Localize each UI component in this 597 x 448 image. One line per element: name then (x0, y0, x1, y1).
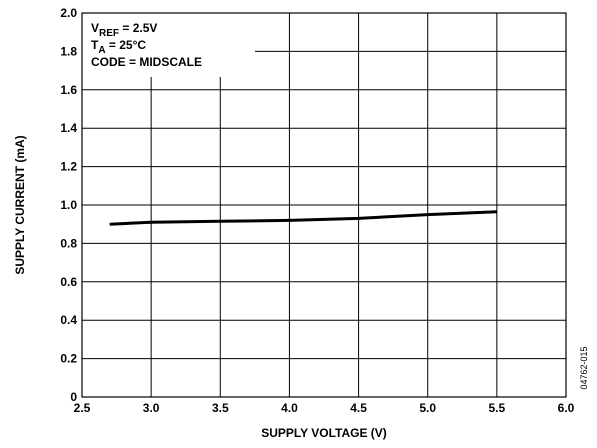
y-tick-label: 1.8 (60, 44, 77, 58)
figure-id: 04762-015 (579, 346, 589, 389)
x-tick-label: 5.5 (489, 401, 506, 415)
series-layer (109, 210, 497, 226)
annotation-line: CODE = MIDSCALE (91, 55, 202, 69)
x-axis-title: SUPPLY VOLTAGE (V) (261, 426, 387, 440)
x-tick-label: 5.0 (419, 401, 436, 415)
y-tick-label: 0.8 (60, 236, 77, 250)
y-tick-label: 1.2 (60, 160, 77, 174)
x-tick-label: 4.5 (350, 401, 367, 415)
y-tick-label: 1.0 (60, 198, 77, 212)
y-tick-label: 0 (70, 390, 77, 404)
y-axis-title: SUPPLY CURRENT (mA) (13, 135, 27, 274)
x-tick-label: 6.0 (558, 401, 575, 415)
annotation-line: VREF = 2.5V (91, 21, 157, 39)
series-line (109, 210, 497, 226)
x-tick-labels: 2.5 3.0 3.5 4.0 4.5 5.0 5.5 6.0 (74, 401, 575, 415)
y-tick-label: 1.4 (60, 121, 77, 135)
x-tick-label: 3.0 (143, 401, 160, 415)
grid (82, 13, 566, 397)
annotation-line: TA = 25°C (91, 38, 146, 56)
x-tick-label: 2.5 (74, 401, 91, 415)
y-tick-label: 2.0 (60, 6, 77, 20)
y-tick-label: 0.2 (60, 352, 77, 366)
plot-frame (81, 12, 567, 398)
y-tick-labels: 0 0.2 0.4 0.6 0.8 1.0 1.2 1.4 1.6 1.8 2.0 (60, 6, 77, 404)
y-tick-label: 0.4 (60, 313, 77, 327)
x-tick-label: 4.0 (281, 401, 298, 415)
y-tick-label: 0.6 (60, 275, 77, 289)
x-tick-label: 3.5 (212, 401, 229, 415)
y-tick-label: 1.6 (60, 83, 77, 97)
